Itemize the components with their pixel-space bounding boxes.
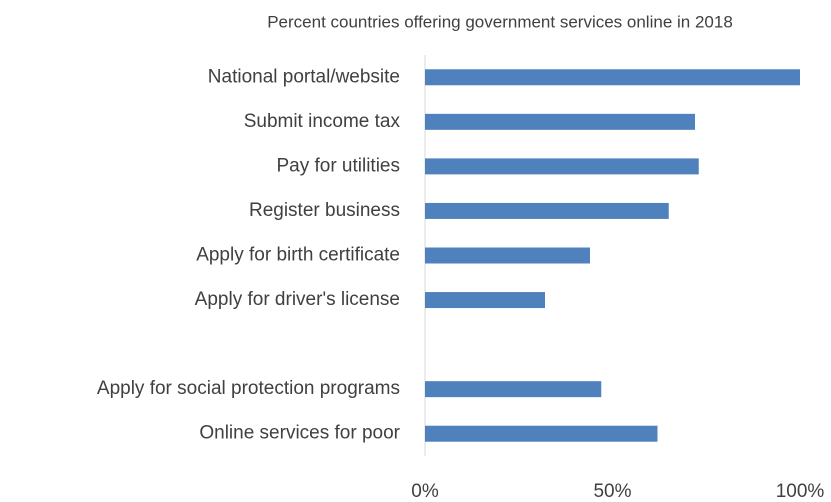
bar [425, 158, 699, 175]
chart-title: Percent countries offering government se… [267, 12, 733, 31]
bar [425, 425, 658, 442]
x-tick-label: 0% [411, 481, 439, 502]
y-tick-label: Apply for driver's license [195, 289, 400, 310]
y-tick-label: Pay for utilities [276, 155, 400, 176]
y-tick-label: Apply for birth certificate [196, 245, 400, 266]
y-tick-label: Apply for social protection programs [97, 378, 400, 399]
bar [425, 381, 602, 398]
y-tick-label: National portal/website [208, 66, 400, 87]
bar [425, 113, 695, 130]
y-tick-label: Online services for poor [199, 423, 400, 444]
bar [425, 202, 669, 219]
y-tick-label: Register business [249, 200, 400, 221]
bar [425, 292, 545, 309]
bar [425, 247, 590, 264]
x-tick-label: 100% [776, 481, 825, 502]
y-tick-label: Submit income tax [244, 111, 401, 132]
bar [425, 69, 800, 86]
x-tick-label: 50% [593, 481, 631, 502]
